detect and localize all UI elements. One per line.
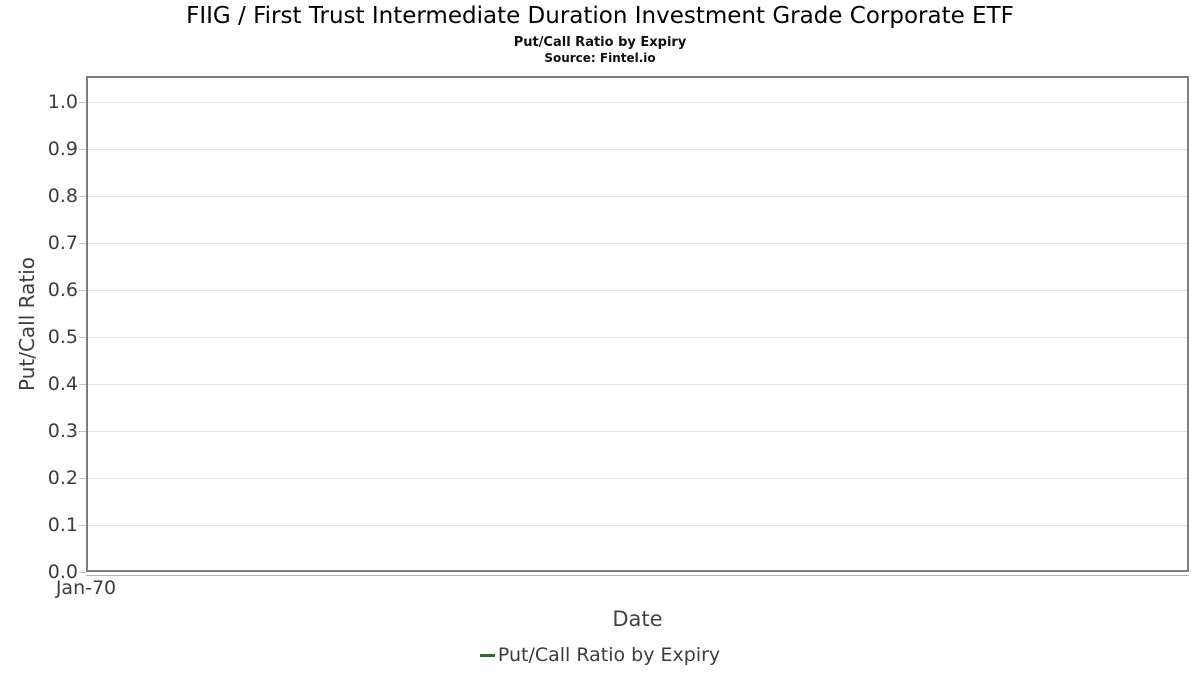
y-tick-mark [79, 102, 86, 103]
y-tick-label: 0.2 [47, 467, 78, 489]
y-tick-mark [79, 149, 86, 150]
chart-legend: Put/Call Ratio by Expiry [0, 644, 1200, 666]
y-tick-mark [79, 196, 86, 197]
y-tick-mark [79, 572, 86, 573]
y-gridline [88, 243, 1187, 244]
x-tick-label: Jan-70 [55, 577, 117, 599]
y-tick-mark [79, 525, 86, 526]
y-tick-mark [79, 337, 86, 338]
y-tick-label: 0.9 [47, 138, 78, 160]
chart-source: Source: Fintel.io [544, 51, 656, 65]
y-gridline [88, 290, 1187, 291]
y-tick-mark [79, 384, 86, 385]
y-tick-label: 0.7 [47, 232, 78, 254]
y-tick-label: 0.0 [47, 561, 78, 583]
y-gridline [88, 149, 1187, 150]
y-tick-label: 0.6 [47, 279, 78, 301]
y-gridline [88, 196, 1187, 197]
legend-line-swatch-icon [479, 653, 495, 657]
y-tick-label: 0.1 [47, 514, 78, 536]
x-axis-title: Date [612, 607, 663, 631]
y-tick-mark [79, 478, 86, 479]
y-gridline [88, 478, 1187, 479]
chart-title: FIIG / First Trust Intermediate Duration… [186, 3, 1014, 29]
y-tick-label: 0.4 [47, 373, 78, 395]
y-tick-mark [79, 243, 86, 244]
y-gridline [88, 337, 1187, 338]
y-tick-mark [79, 290, 86, 291]
y-tick-label: 0.5 [47, 326, 78, 348]
y-tick-label: 0.3 [47, 420, 78, 442]
y-tick-mark [79, 431, 86, 432]
y-tick-label: 1.0 [47, 91, 78, 113]
y-axis-title: Put/Call Ratio [15, 256, 39, 392]
y-gridline [88, 431, 1187, 432]
y-tick-label: 0.8 [47, 185, 78, 207]
plot-area [86, 76, 1189, 572]
y-gridline [88, 525, 1187, 526]
legend-label: Put/Call Ratio by Expiry [497, 644, 721, 666]
chart-subtitle: Put/Call Ratio by Expiry [513, 35, 687, 50]
y-gridline [88, 384, 1187, 385]
x-axis-line [86, 575, 1189, 576]
y-gridline [88, 102, 1187, 103]
